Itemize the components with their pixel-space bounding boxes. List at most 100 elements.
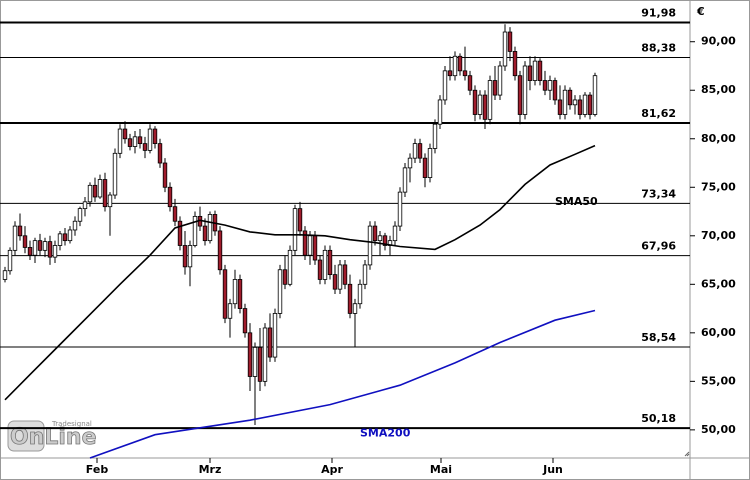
candle-body: [162, 162, 168, 188]
candle-body: [447, 70, 453, 77]
y-tick-label: 50,00: [701, 423, 736, 436]
candle-body: [352, 303, 358, 314]
candle-body: [247, 332, 253, 377]
sma-line: [89, 309, 596, 459]
candle-body: [67, 229, 73, 242]
candle-body: [52, 245, 58, 258]
x-tick-label: Jun: [542, 463, 563, 476]
candle-body: [127, 138, 133, 147]
candle-body: [567, 89, 573, 106]
candle-body: [437, 99, 443, 125]
candle-body: [522, 65, 528, 115]
candle-body: [537, 60, 543, 81]
candle-body: [302, 230, 308, 256]
candle-body: [47, 241, 53, 258]
candle-body: [542, 80, 548, 91]
candle-body: [307, 235, 313, 256]
candle-body: [392, 225, 398, 242]
candle-body: [532, 60, 538, 81]
candle-body: [287, 249, 293, 285]
candle-body: [342, 264, 348, 285]
candle-body: [237, 279, 243, 309]
candle-body: [402, 167, 408, 193]
candle-body: [512, 51, 518, 77]
candle-body: [42, 241, 48, 251]
level-label: 67,96: [641, 240, 676, 253]
candle-body: [397, 191, 403, 227]
candle-body: [587, 94, 593, 115]
candle-body: [407, 157, 413, 169]
candle-body: [242, 308, 248, 334]
candle-body: [467, 75, 473, 91]
x-tick-label: Mrz: [199, 463, 222, 476]
candle-body: [502, 31, 508, 67]
candle-body: [202, 225, 208, 242]
level-label: 73,34: [641, 187, 676, 200]
level-label: 58,54: [641, 331, 676, 344]
y-tick-label: 55,00: [701, 374, 736, 387]
candle-body: [172, 206, 178, 222]
candle-body: [562, 89, 568, 115]
candle-body: [417, 143, 423, 159]
candle-body: [527, 65, 533, 81]
candle-body: [347, 283, 353, 314]
candle-body: [117, 128, 123, 154]
candle-body: [177, 220, 183, 246]
candle-body: [152, 128, 158, 145]
candle-body: [412, 143, 418, 159]
candle-body: [477, 94, 483, 115]
candle-body: [442, 70, 448, 101]
candle-body: [142, 143, 148, 151]
y-tick-label: 60,00: [701, 326, 736, 339]
sma-line: [4, 144, 596, 401]
logo: OnLine Tradesignal: [7, 420, 97, 452]
candle-body: [7, 249, 13, 272]
candle-body: [132, 136, 138, 147]
level-label: 81,62: [641, 107, 676, 120]
candle-body: [357, 283, 363, 305]
candle-body: [217, 230, 223, 271]
candle-body: [147, 128, 153, 151]
sma-label: SMA200: [360, 427, 411, 440]
candle-body: [97, 179, 103, 198]
candle-body: [187, 245, 193, 268]
candle-body: [372, 225, 378, 242]
candle-body: [582, 94, 588, 115]
x-tick-label: Apr: [321, 463, 343, 476]
candle-body: [27, 247, 33, 256]
candle-body: [367, 225, 373, 266]
candle-body: [552, 80, 558, 101]
candle-body: [137, 136, 143, 145]
candle-body: [257, 346, 263, 382]
candle-body: [57, 233, 63, 246]
candle-body: [232, 279, 238, 305]
candle-body: [32, 240, 38, 256]
candle-body: [482, 94, 488, 120]
candle-body: [192, 215, 198, 246]
sma-label: SMA50: [555, 195, 598, 208]
resize-corner: [684, 451, 690, 457]
candle-body: [377, 235, 383, 242]
y-tick-label: 75,00: [701, 180, 736, 193]
candle-body: [517, 75, 523, 115]
x-tick-label: Feb: [86, 463, 109, 476]
candle-body: [457, 55, 463, 72]
candle-body: [492, 80, 498, 96]
candle-body: [207, 214, 213, 242]
candle-body: [92, 184, 98, 198]
candle-body: [77, 208, 83, 222]
candle-body: [292, 208, 298, 251]
candle-body: [592, 75, 598, 115]
level-label: 50,18: [641, 412, 676, 425]
y-tick-label: 65,00: [701, 277, 736, 290]
candle-body: [432, 123, 438, 149]
candle-body: [332, 274, 338, 290]
candle-body: [12, 225, 18, 251]
y-tick-label: 85,00: [701, 83, 736, 96]
candle-body: [422, 157, 428, 178]
candle-body: [297, 208, 303, 232]
candle-body: [167, 186, 173, 208]
candle-body: [497, 65, 503, 96]
candle-body: [2, 270, 8, 280]
